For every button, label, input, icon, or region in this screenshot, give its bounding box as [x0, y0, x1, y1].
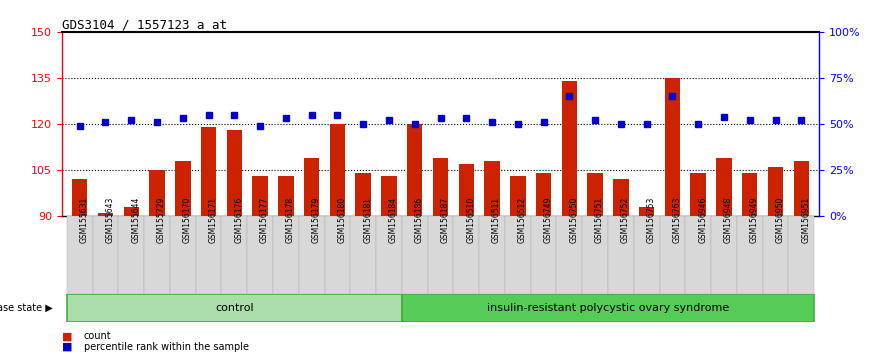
Bar — [252, 176, 268, 216]
Text: GSM156950: GSM156950 — [775, 196, 784, 243]
Bar — [557, 216, 582, 294]
Text: GSM156949: GSM156949 — [750, 196, 759, 243]
Text: GSM155643: GSM155643 — [106, 196, 115, 243]
Bar — [458, 164, 474, 216]
Bar — [794, 161, 809, 216]
Text: GDS3104 / 1557123_a_at: GDS3104 / 1557123_a_at — [62, 18, 226, 31]
Bar — [381, 176, 396, 216]
Bar — [402, 294, 814, 322]
Bar — [633, 216, 660, 294]
Text: percentile rank within the sample: percentile rank within the sample — [84, 342, 248, 352]
Bar — [93, 216, 118, 294]
Text: GSM156177: GSM156177 — [260, 197, 269, 243]
Text: GSM156749: GSM156749 — [544, 196, 552, 243]
Bar — [329, 124, 345, 216]
Text: ■: ■ — [62, 342, 72, 352]
Bar — [767, 167, 783, 216]
Bar — [427, 216, 454, 294]
Bar — [763, 216, 788, 294]
Text: GSM156184: GSM156184 — [389, 197, 398, 243]
Bar — [510, 176, 526, 216]
Bar — [170, 216, 196, 294]
Bar — [144, 216, 170, 294]
Text: GSM156763: GSM156763 — [672, 196, 681, 243]
Bar — [98, 213, 114, 216]
Bar — [485, 161, 500, 216]
Text: GSM156181: GSM156181 — [363, 197, 372, 243]
Bar — [433, 158, 448, 216]
Bar — [613, 179, 629, 216]
Bar — [505, 216, 530, 294]
Text: GSM156187: GSM156187 — [440, 197, 449, 243]
Bar — [664, 78, 680, 216]
Text: insulin-resistant polycystic ovary syndrome: insulin-resistant polycystic ovary syndr… — [487, 303, 729, 313]
Bar — [402, 216, 427, 294]
Bar — [608, 216, 633, 294]
Bar — [536, 173, 552, 216]
Bar — [530, 216, 557, 294]
Bar — [304, 158, 320, 216]
Text: GSM156752: GSM156752 — [621, 197, 630, 243]
Text: disease state ▶: disease state ▶ — [0, 303, 53, 313]
Text: GSM156512: GSM156512 — [518, 197, 527, 243]
Bar — [716, 158, 732, 216]
Text: GSM155631: GSM155631 — [79, 197, 89, 243]
Text: control: control — [215, 303, 254, 313]
Bar — [248, 216, 273, 294]
Text: GSM156946: GSM156946 — [699, 196, 707, 243]
Text: GSM155644: GSM155644 — [131, 196, 140, 243]
Text: GSM156178: GSM156178 — [285, 197, 295, 243]
Bar — [226, 130, 242, 216]
Bar — [351, 216, 376, 294]
Bar — [118, 216, 144, 294]
Bar — [67, 294, 402, 322]
Bar — [788, 216, 814, 294]
Bar — [324, 216, 351, 294]
Bar — [711, 216, 737, 294]
Bar — [660, 216, 685, 294]
Text: GSM156179: GSM156179 — [312, 197, 321, 243]
Text: GSM156171: GSM156171 — [209, 197, 218, 243]
Bar — [67, 216, 93, 294]
Bar — [299, 216, 324, 294]
Text: GSM156510: GSM156510 — [466, 197, 475, 243]
Bar — [278, 176, 293, 216]
Text: GSM156751: GSM156751 — [596, 197, 604, 243]
Bar — [454, 216, 479, 294]
Bar — [639, 207, 655, 216]
Bar — [196, 216, 221, 294]
Text: GSM156170: GSM156170 — [182, 197, 192, 243]
Bar — [175, 161, 190, 216]
Text: ■: ■ — [62, 331, 72, 341]
Text: GSM155729: GSM155729 — [157, 197, 166, 243]
Bar — [72, 179, 87, 216]
Text: count: count — [84, 331, 111, 341]
Bar — [588, 173, 603, 216]
Text: GSM156180: GSM156180 — [337, 197, 346, 243]
Text: GSM156948: GSM156948 — [724, 197, 733, 243]
Text: GSM156511: GSM156511 — [492, 197, 501, 243]
Bar — [221, 216, 248, 294]
Text: GSM156951: GSM156951 — [802, 197, 811, 243]
Bar — [479, 216, 505, 294]
Bar — [742, 173, 758, 216]
Bar — [201, 127, 217, 216]
Bar — [355, 173, 371, 216]
Bar — [376, 216, 402, 294]
Bar — [561, 81, 577, 216]
Bar — [149, 170, 165, 216]
Bar — [582, 216, 608, 294]
Bar — [123, 207, 139, 216]
Text: GSM156750: GSM156750 — [569, 196, 578, 243]
Text: GSM156753: GSM156753 — [647, 196, 655, 243]
Bar — [407, 124, 423, 216]
Text: GSM156176: GSM156176 — [234, 197, 243, 243]
Bar — [691, 173, 706, 216]
Bar — [737, 216, 763, 294]
Bar — [685, 216, 711, 294]
Text: GSM156186: GSM156186 — [415, 197, 424, 243]
Bar — [273, 216, 299, 294]
